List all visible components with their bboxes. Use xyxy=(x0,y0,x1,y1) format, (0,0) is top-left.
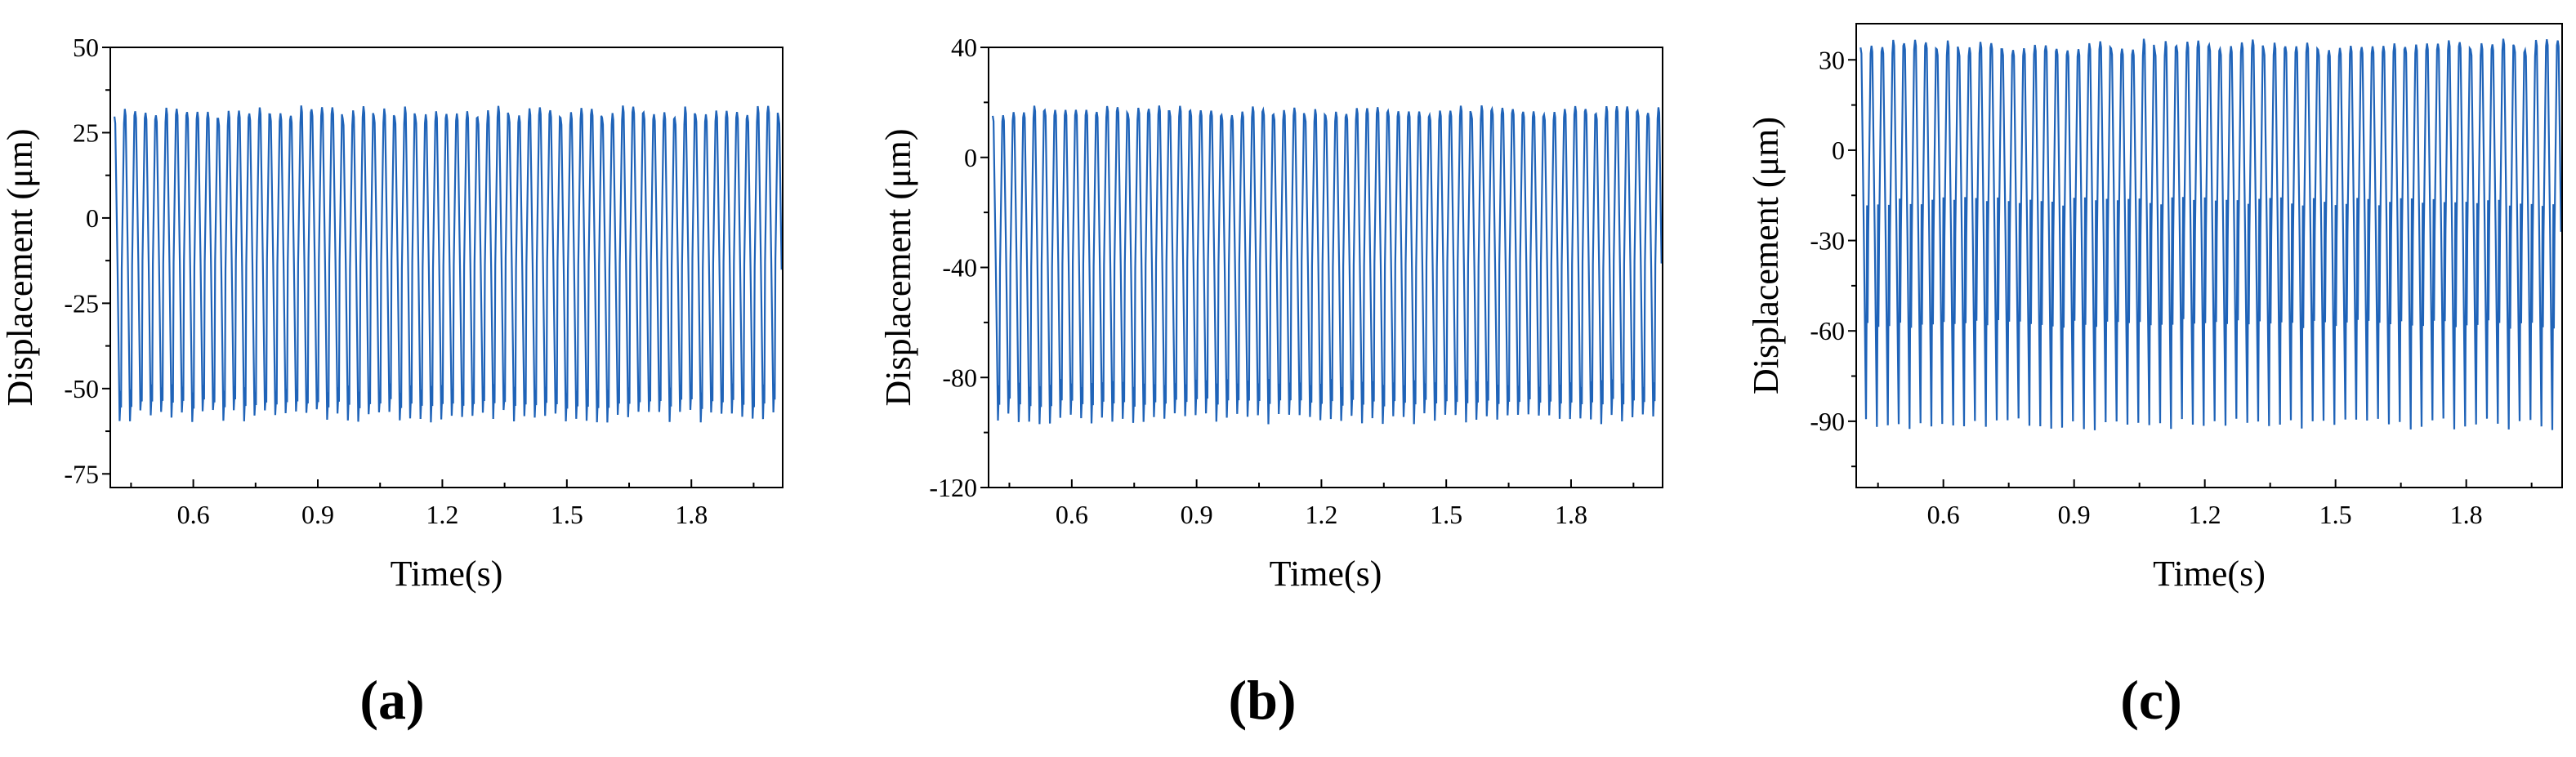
x-tick-label: 1.5 xyxy=(551,500,583,529)
y-tick-label: 0 xyxy=(1832,136,1845,165)
panel-label: (b) xyxy=(1228,669,1296,731)
panel-label: (c) xyxy=(2120,669,2181,731)
chart-panel-a: 0.6 0.9 1.2 1.5 1.8 50 25 0 -25 -50 -75 Time(s) Disp… xyxy=(0,33,784,731)
y-tick-label: 0 xyxy=(964,143,977,172)
y-tick-label: 25 xyxy=(73,118,99,147)
x-tick-label: 0.6 xyxy=(177,500,210,529)
x-tick-label: 0.9 xyxy=(301,500,334,529)
series-line xyxy=(114,105,783,423)
y-tick-label: 50 xyxy=(73,33,99,62)
chart-panel-c: 0.6 0.9 1.2 1.5 1.8 30 0 -30 -60 -90 Time(s) Displa… xyxy=(1746,23,2563,731)
panel-label: (a) xyxy=(359,669,424,731)
y-tick-label: -40 xyxy=(942,253,977,283)
x-axis-label: Time(s) xyxy=(391,554,503,594)
chart-panel-b: 0.6 0.9 1.2 1.5 1.8 40 0 -40 -80 -120 Time(s) Displ… xyxy=(878,33,1663,731)
y-axis-label: Displacement (μm) xyxy=(1746,117,1786,394)
y-tick-label: -90 xyxy=(1810,407,1845,436)
series-line xyxy=(1859,38,2562,430)
x-tick-label: 1.8 xyxy=(2450,500,2483,529)
x-tick-label: 1.8 xyxy=(675,500,708,529)
x-tick-label: 1.2 xyxy=(1305,500,1337,529)
x-tick-label: 1.5 xyxy=(2319,500,2352,529)
y-tick-label: -25 xyxy=(64,288,99,318)
x-axis-label: Time(s) xyxy=(1270,554,1382,594)
y-tick-label: -30 xyxy=(1810,226,1845,256)
y-tick-label: -50 xyxy=(64,374,99,403)
y-tick-label: -80 xyxy=(942,363,977,392)
x-tick-label: 1.2 xyxy=(2189,500,2221,529)
y-tick-label: -120 xyxy=(929,473,977,502)
x-tick-label: 0.9 xyxy=(1181,500,1213,529)
y-tick-label: -60 xyxy=(1810,316,1845,345)
y-tick-label: 30 xyxy=(1819,45,1845,74)
y-tick-label: 40 xyxy=(951,33,977,62)
x-tick-label: 1.8 xyxy=(1555,500,1587,529)
x-tick-label: 1.2 xyxy=(426,500,458,529)
series-line xyxy=(992,105,1663,425)
y-axis-label: Displacement (μm) xyxy=(878,128,918,406)
y-tick-label: -75 xyxy=(64,459,99,488)
x-tick-label: 0.6 xyxy=(1927,500,1960,529)
y-axis-label: Displacement (μm) xyxy=(0,128,40,406)
x-axis-label: Time(s) xyxy=(2153,554,2266,594)
y-tick-label: 0 xyxy=(86,203,99,233)
plot-frame xyxy=(109,47,784,488)
x-tick-label: 0.9 xyxy=(2058,500,2091,529)
plot-frame xyxy=(1855,23,2563,488)
x-tick-label: 1.5 xyxy=(1430,500,1462,529)
x-tick-label: 0.6 xyxy=(1056,500,1088,529)
